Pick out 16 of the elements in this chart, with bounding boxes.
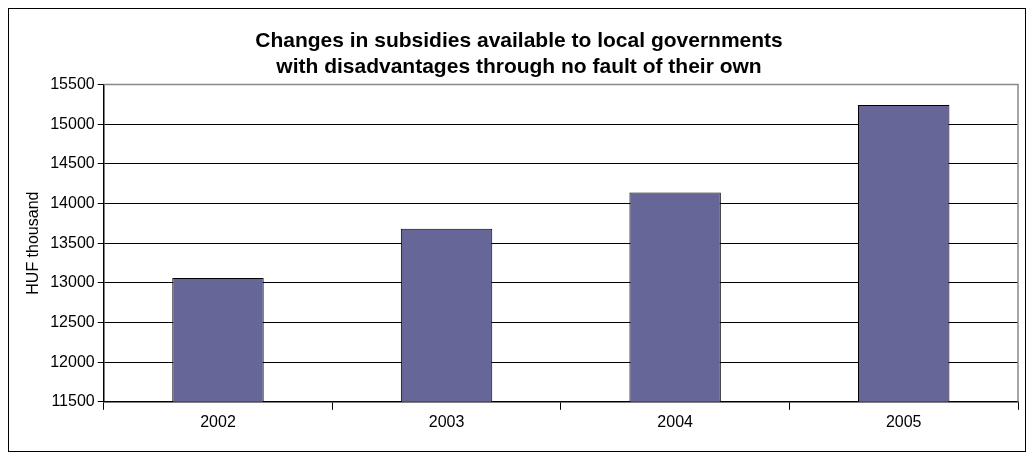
y-tick-label: 14000 xyxy=(50,193,95,211)
x-tick-label: 2004 xyxy=(657,412,694,430)
text: Changes in subsidies available to local governments xyxy=(255,27,783,51)
y-tick-label: 13500 xyxy=(50,233,95,251)
x-tick-label: 2003 xyxy=(428,412,465,430)
x-tick-label: 2005 xyxy=(885,412,922,430)
y-tick-label: 13000 xyxy=(50,273,95,291)
y-axis-title: HUF thousand xyxy=(24,191,42,295)
x-tick-label: 2002 xyxy=(200,412,236,430)
y-tick-label: 15000 xyxy=(50,114,95,132)
y-tick-label: 12500 xyxy=(50,312,95,330)
y-tick-label: 14500 xyxy=(50,154,95,172)
y-tick-label: 11500 xyxy=(51,392,95,410)
text: with disadvantages through no fault of their own xyxy=(276,54,762,78)
y-tick-label: 15500 xyxy=(50,74,95,92)
y-tick-label: 12000 xyxy=(50,352,95,370)
